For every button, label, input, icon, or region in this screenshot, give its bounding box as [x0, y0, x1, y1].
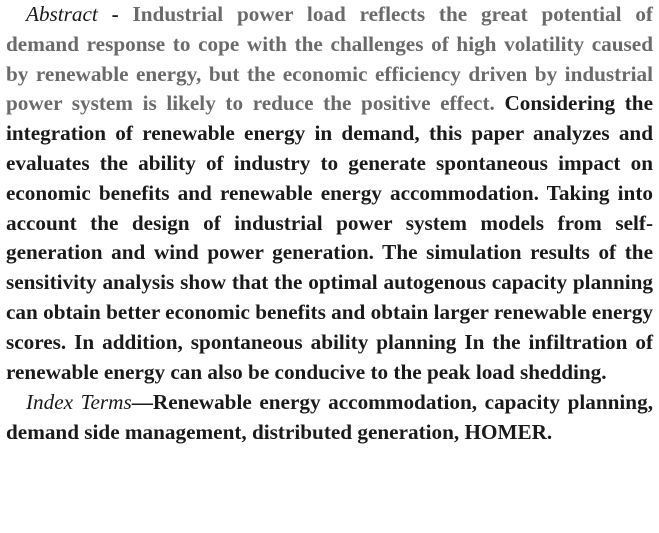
abstract-faded-text: Industrial power load reflects the great… [6, 2, 653, 116]
index-terms-paragraph: Index Terms—Renewable energy accommodati… [6, 388, 653, 448]
abstract-separator: - [97, 2, 133, 26]
abstract-paragraph: Abstract - Industrial power load reflect… [6, 0, 653, 387]
abstract-body-text: Considering the integration of renewable… [6, 91, 653, 384]
index-terms-text: —Renewable energy accommodation, capacit… [6, 390, 653, 445]
abstract-label: Abstract [26, 2, 98, 26]
index-terms-label: Index Terms [26, 390, 132, 415]
paper-page: Abstract - Industrial power load reflect… [6, 0, 653, 448]
